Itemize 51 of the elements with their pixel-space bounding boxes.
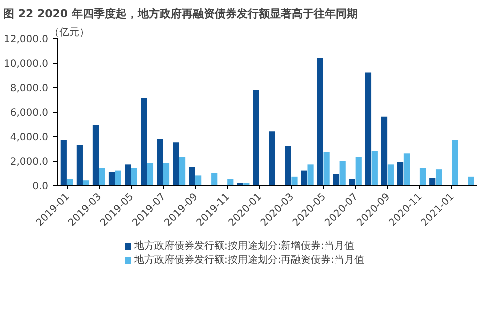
bar [83,180,90,186]
bar [317,58,324,186]
y-tick-label: 8,000.0 [10,84,49,94]
bar [60,140,67,186]
y-tick-label: 12,000.0 [4,34,48,46]
y-tick-label: 6,000.0 [10,108,49,119]
bar [124,164,132,186]
bar [92,125,100,186]
bar [398,162,404,186]
y-tick-label: 10,000.0 [4,59,48,70]
bar [372,151,378,186]
bar [292,176,298,186]
bar [108,172,116,186]
chart-title: 图 22 2020 年四季度起，地方政府再融资债券发行额显著高于往年同期 [4,8,358,20]
bar [163,163,170,186]
y-tick-label: 2,000.0 [10,157,49,168]
bar [452,140,458,186]
bar [76,145,83,186]
bar [324,152,330,186]
bar [189,167,196,186]
bar [420,168,426,186]
y-tick-label: 0.0 [32,182,49,192]
bar [253,90,260,186]
bar [340,161,346,186]
y-axis-title: （亿元） [50,28,90,38]
bar [196,176,202,186]
bar [301,170,308,186]
bar [212,173,218,186]
bar [115,170,122,186]
bar [356,157,362,186]
bar [404,154,410,186]
bar [468,176,474,186]
bar [147,163,154,186]
bar [365,72,372,186]
bar [99,168,106,186]
bar [430,178,436,186]
legend-label: 地方政府债券发行额:按用途划分:再融资债券:当月值 [133,254,365,266]
y-tick-label: 4,000.0 [10,132,49,144]
bar [333,174,340,186]
bar [388,164,394,186]
bar [141,98,148,186]
bar [157,138,164,186]
bar [381,116,388,186]
bar [436,170,442,186]
bar [173,142,180,186]
legend-label: 地方政府债券发行额:按用途划分:新增债券:当月值 [133,240,355,252]
bar [131,168,138,186]
bar [269,132,276,186]
bar [179,157,186,186]
bar [308,164,314,186]
bar [285,146,292,186]
